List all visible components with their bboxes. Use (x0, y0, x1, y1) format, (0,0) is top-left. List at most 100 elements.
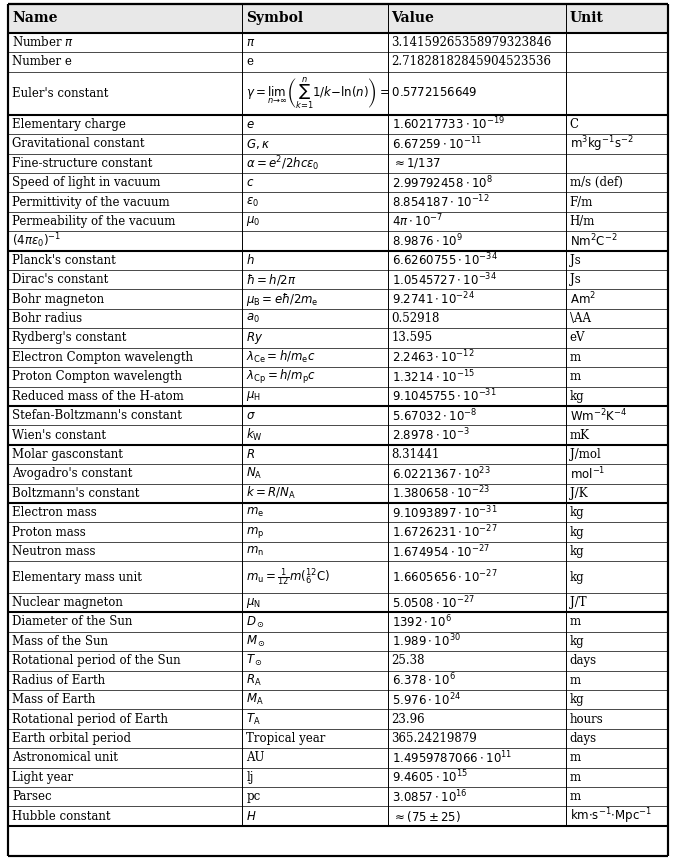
Text: Number $\pi$: Number $\pi$ (12, 35, 74, 50)
Text: $m_\mathrm{p}$: $m_\mathrm{p}$ (246, 525, 264, 539)
Text: Permittivity of the vacuum: Permittivity of the vacuum (12, 195, 170, 209)
Text: Rotational period of Earth: Rotational period of Earth (12, 713, 168, 726)
Text: m: m (570, 771, 581, 783)
Text: $5.976\cdot 10^{24}$: $5.976\cdot 10^{24}$ (391, 691, 460, 708)
Text: $\approx 1/137$: $\approx 1/137$ (391, 157, 441, 170)
Text: $\mathrm{Am}^2$: $\mathrm{Am}^2$ (570, 291, 596, 307)
Text: mK: mK (570, 428, 589, 441)
Text: $\alpha = e^2/2hc\varepsilon_0$: $\alpha = e^2/2hc\varepsilon_0$ (246, 154, 320, 173)
Text: Rotational period of the Sun: Rotational period of the Sun (12, 654, 180, 667)
Text: Hubble constant: Hubble constant (12, 809, 110, 823)
Text: 25.38: 25.38 (391, 654, 425, 667)
Text: Light year: Light year (12, 771, 73, 783)
Text: kg: kg (570, 545, 584, 558)
Text: kg: kg (570, 570, 584, 584)
Text: Js: Js (570, 273, 581, 286)
Text: $\lambda_{\mathrm{Cp}} = h/m_\mathrm{p}c$: $\lambda_{\mathrm{Cp}} = h/m_\mathrm{p}c… (246, 368, 316, 386)
Text: 0.52918: 0.52918 (391, 312, 440, 325)
Text: $1.6605656\cdot 10^{-27}$: $1.6605656\cdot 10^{-27}$ (391, 568, 497, 586)
Text: $M_\odot$: $M_\odot$ (246, 634, 266, 649)
Text: Proton Compton wavelength: Proton Compton wavelength (12, 371, 182, 384)
Text: Symbol: Symbol (246, 11, 304, 26)
Text: H/m: H/m (570, 215, 595, 228)
Text: Wien's constant: Wien's constant (12, 428, 106, 441)
Text: Rydberg's constant: Rydberg's constant (12, 331, 126, 345)
Text: Bohr radius: Bohr radius (12, 312, 82, 325)
Text: e: e (246, 55, 254, 69)
Text: Fine-structure constant: Fine-structure constant (12, 157, 152, 169)
Text: J/mol: J/mol (570, 448, 600, 461)
Text: m: m (570, 790, 581, 803)
Text: Radius of Earth: Radius of Earth (12, 673, 105, 686)
Text: $\mathrm{Wm}^{-2}\mathrm{K}^{-4}$: $\mathrm{Wm}^{-2}\mathrm{K}^{-4}$ (570, 408, 627, 424)
Text: $\mathrm{m}^3\mathrm{kg}^{-1}\mathrm{s}^{-2}$: $\mathrm{m}^3\mathrm{kg}^{-1}\mathrm{s}^… (570, 134, 633, 154)
Text: 23.96: 23.96 (391, 713, 425, 726)
Text: $m_\mathrm{n}$: $m_\mathrm{n}$ (246, 545, 264, 558)
Text: $\hbar = h/2\pi$: $\hbar = h/2\pi$ (246, 273, 297, 287)
Text: $m_\mathrm{e}$: $m_\mathrm{e}$ (246, 507, 264, 519)
Text: $\approx (75 \pm 25)$: $\approx (75 \pm 25)$ (391, 808, 460, 824)
Text: m: m (570, 351, 581, 364)
Text: $\mathrm{mol}^{-1}$: $\mathrm{mol}^{-1}$ (570, 465, 605, 482)
Text: m: m (570, 673, 581, 686)
Text: $(4\pi\varepsilon_0)^{-1}$: $(4\pi\varepsilon_0)^{-1}$ (12, 231, 61, 250)
Text: Nuclear magneton: Nuclear magneton (12, 596, 123, 609)
Text: 8.31441: 8.31441 (391, 448, 440, 461)
Text: $R_\mathrm{A}$: $R_\mathrm{A}$ (246, 673, 262, 688)
Text: $c$: $c$ (246, 176, 255, 189)
Text: Proton mass: Proton mass (12, 525, 86, 538)
Text: $D_\odot$: $D_\odot$ (246, 614, 265, 630)
Text: J/K: J/K (570, 487, 587, 500)
Text: 13.595: 13.595 (391, 331, 433, 345)
Text: Dirac's constant: Dirac's constant (12, 273, 108, 286)
Text: $k_\mathrm{W}$: $k_\mathrm{W}$ (246, 427, 263, 443)
Text: hours: hours (570, 713, 604, 726)
Text: $6.6260755\cdot 10^{-34}$: $6.6260755\cdot 10^{-34}$ (391, 252, 498, 268)
Text: Molar gasconstant: Molar gasconstant (12, 448, 123, 461)
Text: $5.0508\cdot 10^{-27}$: $5.0508\cdot 10^{-27}$ (391, 594, 475, 611)
Text: kg: kg (570, 693, 584, 706)
Text: lj: lj (246, 771, 254, 783)
Text: m/s (def): m/s (def) (570, 176, 623, 189)
Text: $6.0221367\cdot 10^{23}$: $6.0221367\cdot 10^{23}$ (391, 465, 490, 482)
Text: $1.3214\cdot 10^{-15}$: $1.3214\cdot 10^{-15}$ (391, 368, 475, 385)
Text: $8.854187\cdot 10^{-12}$: $8.854187\cdot 10^{-12}$ (391, 194, 489, 211)
Text: $\mu_\mathrm{N}$: $\mu_\mathrm{N}$ (246, 596, 261, 610)
Text: $\mu_0$: $\mu_0$ (246, 214, 260, 229)
Text: Planck's constant: Planck's constant (12, 254, 116, 267)
Text: $m_\mathrm{u} = \frac{1}{12}m(^{12}_6\mathrm{C})$: $m_\mathrm{u} = \frac{1}{12}m(^{12}_6\ma… (246, 566, 331, 588)
Text: $1.989\cdot 10^{30}$: $1.989\cdot 10^{30}$ (391, 633, 460, 649)
Bar (8, 4, 668, 33)
Text: $\pi$: $\pi$ (246, 36, 256, 49)
Text: Electron mass: Electron mass (12, 507, 97, 519)
Text: m: m (570, 752, 581, 765)
Text: Name: Name (12, 11, 57, 26)
Text: kg: kg (570, 635, 584, 648)
Text: Number e: Number e (12, 55, 72, 69)
Text: 365.24219879: 365.24219879 (391, 732, 477, 745)
Text: $H$: $H$ (246, 809, 257, 823)
Text: $5.67032\cdot 10^{-8}$: $5.67032\cdot 10^{-8}$ (391, 408, 477, 424)
Text: $1392\cdot 10^6$: $1392\cdot 10^6$ (391, 614, 452, 630)
Text: Astronomical unit: Astronomical unit (12, 752, 118, 765)
Text: $\sigma$: $\sigma$ (246, 409, 256, 422)
Text: Earth orbital period: Earth orbital period (12, 732, 131, 745)
Text: $T_\odot$: $T_\odot$ (246, 654, 263, 668)
Text: $M_\mathrm{A}$: $M_\mathrm{A}$ (246, 692, 264, 707)
Text: Permeability of the vacuum: Permeability of the vacuum (12, 215, 175, 228)
Text: Diameter of the Sun: Diameter of the Sun (12, 616, 132, 629)
Text: $Ry$: $Ry$ (246, 330, 264, 346)
Text: eV: eV (570, 331, 585, 345)
Text: $G, \kappa$: $G, \kappa$ (246, 137, 270, 150)
Text: $2.2463\cdot 10^{-12}$: $2.2463\cdot 10^{-12}$ (391, 349, 474, 366)
Text: $a_0$: $a_0$ (246, 312, 260, 325)
Text: $1.60217733\cdot 10^{-19}$: $1.60217733\cdot 10^{-19}$ (391, 116, 504, 132)
Text: 3.14159265358979323846: 3.14159265358979323846 (391, 36, 552, 49)
Text: $2.8978\cdot 10^{-3}$: $2.8978\cdot 10^{-3}$ (391, 427, 469, 444)
Text: Gravitational constant: Gravitational constant (12, 138, 145, 150)
Text: Reduced mass of the H-atom: Reduced mass of the H-atom (12, 390, 184, 402)
Text: F/m: F/m (570, 195, 593, 209)
Text: $\mathrm{Nm}^2\mathrm{C}^{-2}$: $\mathrm{Nm}^2\mathrm{C}^{-2}$ (570, 232, 617, 249)
Text: Speed of light in vacuum: Speed of light in vacuum (12, 176, 160, 189)
Text: Avogadro's constant: Avogadro's constant (12, 467, 132, 481)
